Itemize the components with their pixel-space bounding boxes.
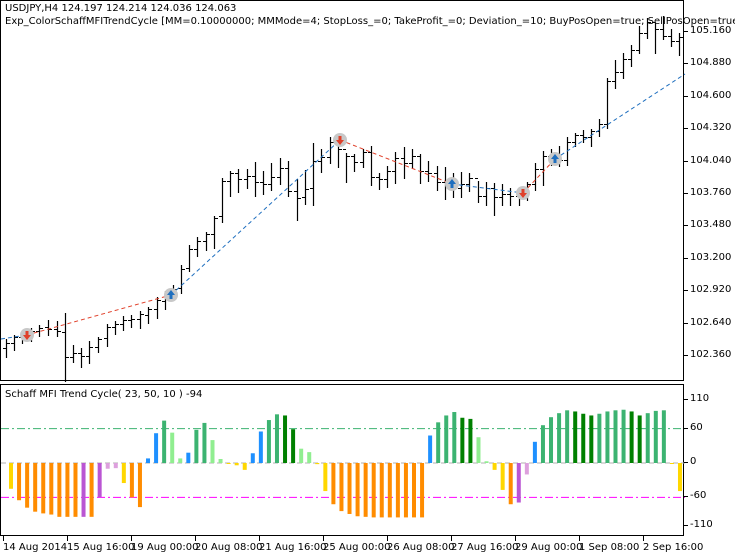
sell-arrow-icon[interactable] [516,186,530,200]
price-label: 105.160 [690,25,732,36]
time-tick [67,536,68,541]
indicator-tick [684,525,688,526]
indicator-histogram-canvas[interactable] [1,385,685,537]
price-tick [684,257,688,259]
buy-arrow-icon[interactable] [445,177,459,191]
sell-arrow-icon[interactable] [333,133,347,147]
trade-lines [0,73,686,340]
symbol-info: USDJPY,H4 124.197 124.214 124.036 124.06… [5,3,237,14]
price-tick [684,63,688,65]
time-tick [323,536,324,541]
price-label: 102.920 [690,284,732,296]
price-label: 103.480 [690,219,732,231]
time-tick [451,536,452,541]
price-label: 104.040 [690,154,732,166]
indicator-title: Schaff MFI Trend Cycle( 23, 50, 10 ) -94 [5,389,203,400]
indicator-label: -110 [690,519,713,530]
price-tick [684,95,688,97]
price-tick [684,355,688,356]
time-tick [131,536,132,541]
price-label: 102.360 [690,349,732,360]
time-label: 29 Aug 00:00 [515,542,583,553]
indicator-tick [684,427,688,429]
time-tick [579,536,580,541]
price-chart-canvas[interactable] [0,1,686,382]
price-tick [684,160,688,162]
price-label: 102.640 [690,316,732,328]
buy-arrow-icon[interactable] [164,288,178,302]
price-label: 104.320 [690,122,732,134]
price-label: 103.200 [690,251,732,263]
price-label: 104.600 [690,89,732,101]
time-label: 21 Aug 16:00 [259,542,327,553]
time-label: 25 Aug 00:00 [323,542,391,553]
time-tick [515,536,516,541]
indicator-tick [684,496,688,498]
ohlc-bars [3,16,683,382]
time-label: 2 Sep 16:00 [643,542,704,553]
price-tick [684,193,688,194]
histogram-bars [9,409,682,518]
price-tick [684,322,688,324]
time-label: 20 Aug 08:00 [195,542,263,553]
price-chart-pane[interactable]: USDJPY,H4 124.197 124.214 124.036 124.06… [0,0,735,382]
indicator-pane[interactable]: Schaff MFI Trend Cycle( 23, 50, 10 ) -94 [0,384,685,537]
buy-arrow-icon[interactable] [548,152,562,166]
indicator-tick [684,462,688,463]
time-tick [643,536,644,541]
time-tick [195,536,196,541]
time-label: 27 Aug 16:00 [451,542,519,553]
time-label: 14 Aug 2014 [3,542,68,553]
indicator-label: 60 [690,421,703,433]
time-tick [259,536,260,541]
price-tick [684,128,688,130]
time-tick [3,536,4,541]
price-label: 103.760 [690,187,732,198]
time-label: 1 Sep 08:00 [579,542,640,553]
indicator-label: 0 [690,456,697,467]
time-label: 26 Aug 08:00 [387,542,455,553]
indicator-label: 110 [690,393,710,404]
price-tick [684,290,688,292]
indicator-tick [684,399,688,400]
time-label: 19 Aug 00:00 [131,542,199,553]
time-label: 15 Aug 16:00 [67,542,135,553]
time-tick [387,536,388,541]
price-label: 104.880 [690,57,732,69]
price-tick [684,31,688,32]
expert-advisor-info: Exp_ColorSchaffMFITrendCycle [MM=0.10000… [5,16,735,27]
sell-arrow-icon[interactable] [20,328,34,342]
indicator-label: -60 [690,490,707,502]
price-tick [684,225,688,227]
